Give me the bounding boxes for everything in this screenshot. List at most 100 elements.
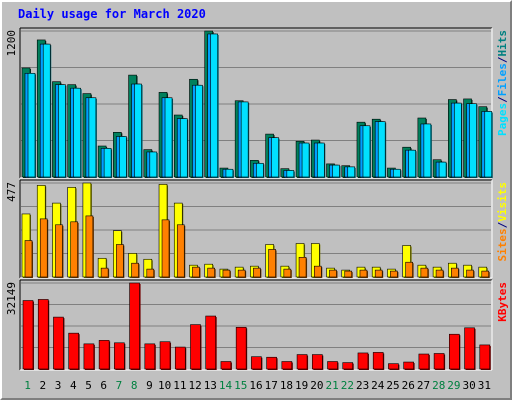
x-tick-label-16: 16 xyxy=(249,379,262,392)
sites-bar-22 xyxy=(344,270,353,278)
x-tick-label-25: 25 xyxy=(386,379,399,392)
x-tick-label-27: 27 xyxy=(417,379,430,392)
pages-bar-5 xyxy=(88,97,97,178)
sites-bar-4 xyxy=(70,221,79,278)
kbytes-bar-5 xyxy=(83,343,95,370)
x-tick-label-26: 26 xyxy=(402,379,415,392)
x-tick-label-6: 6 xyxy=(100,379,107,392)
x-tick-label-22: 22 xyxy=(341,379,354,392)
kbytes-bar-30 xyxy=(464,327,476,370)
pages-bar-31 xyxy=(484,111,493,178)
pages-bar-22 xyxy=(347,166,356,178)
x-tick-label-10: 10 xyxy=(158,379,171,392)
x-tick-label-23: 23 xyxy=(356,379,369,392)
kbytes-bar-6 xyxy=(98,340,111,370)
sites-bar-7 xyxy=(116,244,125,278)
sites-bar-10 xyxy=(161,219,171,278)
pages-bar-27 xyxy=(423,123,432,178)
pages-bar-12 xyxy=(195,84,204,178)
sites-bar-27 xyxy=(420,267,429,278)
kbytes-bar-20 xyxy=(311,354,324,370)
sites-bar-28 xyxy=(435,269,445,278)
pages-bar-1 xyxy=(27,73,36,178)
sites-bar-13 xyxy=(207,267,216,278)
x-tick-label-12: 12 xyxy=(188,379,201,392)
legend-item: Visits xyxy=(496,182,509,222)
x-tick-label-18: 18 xyxy=(280,379,293,392)
panel-3-ymax-label: 32149 xyxy=(5,282,18,315)
pages-bar-15 xyxy=(240,101,250,178)
sites-bar-15 xyxy=(237,269,247,278)
sites-bar-1 xyxy=(24,240,33,278)
pages-bar-14 xyxy=(225,168,234,178)
kbytes-bar-11 xyxy=(174,346,187,370)
pages-bar-3 xyxy=(58,84,67,178)
pages-bar-9 xyxy=(149,151,158,178)
sites-bar-26 xyxy=(405,261,414,278)
sites-bar-16 xyxy=(253,267,262,278)
x-tick-label-29: 29 xyxy=(447,379,460,392)
legend-item: KBytes xyxy=(496,282,509,322)
legend-item: Pages xyxy=(496,103,509,136)
sites-bar-30 xyxy=(466,269,475,278)
chart-title: Daily usage for March 2020 xyxy=(18,7,206,21)
sites-bar-14 xyxy=(222,269,231,278)
sites-bar-8 xyxy=(131,262,140,278)
pages-bar-24 xyxy=(377,121,387,178)
panel-2-legend: Sites/Visits xyxy=(496,182,509,262)
kbytes-bar-16 xyxy=(251,356,263,370)
kbytes-bar-26 xyxy=(403,361,415,370)
pages-bar-20 xyxy=(316,142,326,178)
pages-bar-4 xyxy=(73,87,82,178)
x-tick-label-17: 17 xyxy=(265,379,278,392)
kbytes-bar-27 xyxy=(418,353,430,370)
legend-item: Sites xyxy=(496,228,509,261)
x-tick-label-21: 21 xyxy=(326,379,339,392)
pages-bar-23 xyxy=(362,125,371,178)
kbytes-bar-1 xyxy=(22,300,34,370)
pages-bar-18 xyxy=(286,170,295,178)
pages-bar-28 xyxy=(438,161,448,178)
x-tick-label-8: 8 xyxy=(131,379,138,392)
kbytes-bar-3 xyxy=(53,316,65,370)
x-tick-label-1: 1 xyxy=(24,379,31,392)
kbytes-bar-17 xyxy=(266,356,278,370)
pages-bar-13 xyxy=(210,33,219,179)
kbytes-bar-24 xyxy=(372,352,385,370)
kbytes-bar-21 xyxy=(327,361,339,370)
x-tick-label-13: 13 xyxy=(204,379,217,392)
panel-1-legend: Pages/Files/Hits xyxy=(496,30,509,136)
pages-bar-8 xyxy=(134,83,143,178)
panel-2-ymax-label: 477 xyxy=(5,182,18,202)
x-tick-label-4: 4 xyxy=(70,379,77,392)
kbytes-bar-31 xyxy=(479,344,491,370)
kbytes-bar-19 xyxy=(296,354,309,370)
pages-bar-7 xyxy=(119,136,128,178)
sites-bar-3 xyxy=(55,224,64,278)
legend-item: Files xyxy=(496,63,509,96)
x-tick-label-31: 31 xyxy=(478,379,491,392)
pages-bar-10 xyxy=(164,97,174,178)
sites-bar-20 xyxy=(313,265,323,278)
kbytes-bar-8 xyxy=(129,282,141,370)
panel-3-background xyxy=(20,280,492,370)
kbytes-bar-13 xyxy=(205,315,217,370)
x-tick-label-20: 20 xyxy=(310,379,323,392)
sites-bar-25 xyxy=(390,270,399,278)
sites-bar-24 xyxy=(374,269,384,278)
sites-bar-2 xyxy=(39,218,49,278)
kbytes-bar-2 xyxy=(37,299,50,370)
pages-bar-19 xyxy=(301,142,311,178)
sites-bar-23 xyxy=(359,269,368,278)
legend-item: Hits xyxy=(496,30,509,57)
sites-bar-18 xyxy=(283,268,292,278)
x-tick-label-11: 11 xyxy=(173,379,186,392)
kbytes-bar-22 xyxy=(342,362,354,370)
legend-item: / xyxy=(496,56,509,63)
pages-bar-25 xyxy=(393,168,402,178)
kbytes-bar-12 xyxy=(190,324,202,370)
x-tick-label-2: 2 xyxy=(40,379,47,392)
kbytes-bar-14 xyxy=(220,361,232,370)
pages-bar-21 xyxy=(332,164,341,178)
